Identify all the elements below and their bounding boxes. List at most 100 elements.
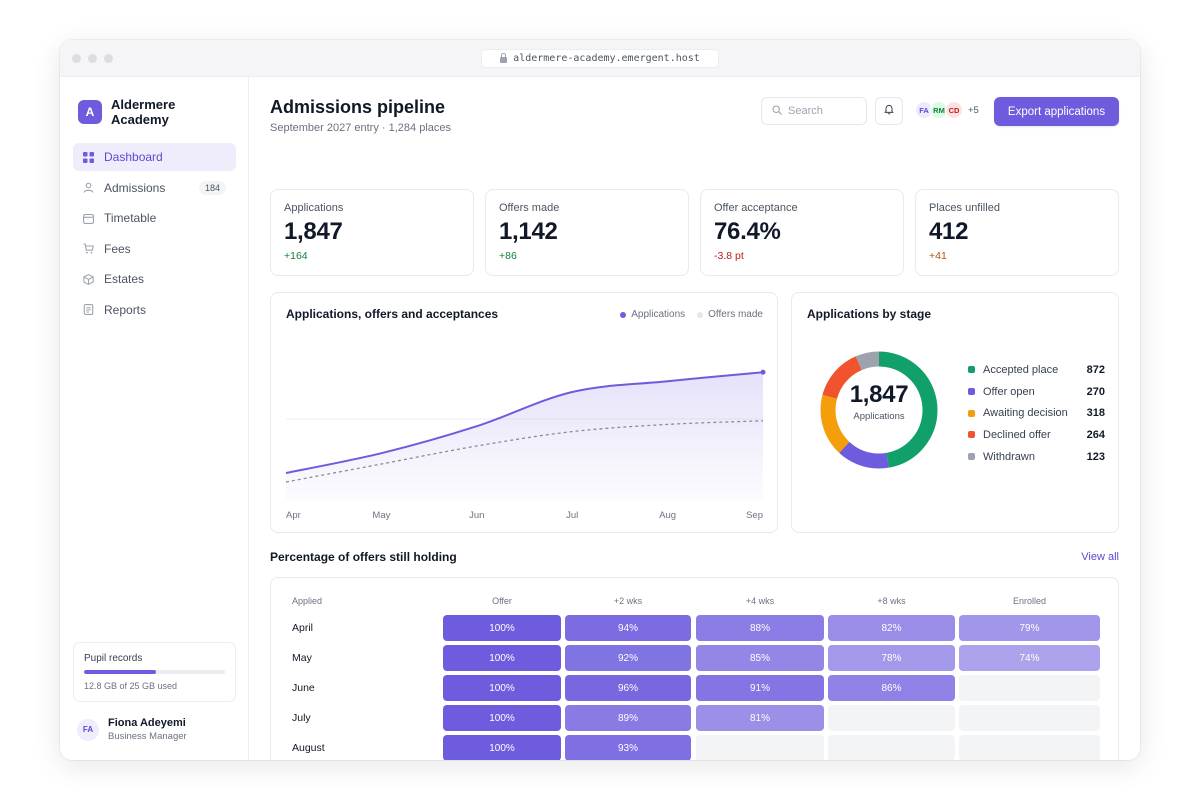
series-applications-line[interactable] (285, 371, 764, 474)
stage-row-withdrawn[interactable]: Withdrawn 123 (968, 446, 1105, 468)
cohort-cell (828, 705, 955, 731)
applications-line-chart: Apr May Jun Jul Aug Sep (285, 369, 766, 521)
cohort-cell[interactable]: 100% (443, 675, 561, 701)
cohort-cell[interactable]: 81% (696, 705, 824, 731)
cohort-column-header: Offer (492, 596, 512, 606)
cohort-cell[interactable]: 100% (443, 705, 561, 731)
grid-icon (83, 151, 94, 163)
series-offers-made-line[interactable] (285, 420, 764, 483)
stage-value: 872 (1086, 363, 1105, 376)
cohort-cell (959, 705, 1100, 731)
cohort-row-label: July (292, 712, 311, 724)
cohort-cell[interactable]: 89% (565, 705, 691, 731)
donut-slice-withdrawn[interactable] (820, 351, 938, 469)
legend-item-offers-made[interactable]: Offers made (697, 309, 763, 320)
cohort-cell[interactable]: 91% (696, 675, 824, 701)
cohort-cell (959, 735, 1100, 760)
cohort-cell[interactable]: 100% (443, 615, 561, 641)
brand-name: Aldermere Academy (111, 97, 176, 127)
avatar: RM (930, 101, 948, 119)
storage-usage-text: 12.8 GB of 25 GB used (84, 681, 178, 691)
sidebar-item-estates[interactable]: Estates (73, 265, 236, 293)
cohort-row-label: May (292, 652, 312, 664)
notifications-button[interactable] (875, 97, 903, 125)
current-user[interactable]: FA Fiona Adeyemi Business Manager (77, 717, 187, 742)
x-tick-label: May (372, 510, 390, 521)
cohort-cell[interactable]: 86% (828, 675, 955, 701)
cohort-cell[interactable]: 94% (565, 615, 691, 641)
cohort-cell[interactable]: 96% (565, 675, 691, 701)
legend-item-applications[interactable]: Applications (620, 309, 685, 320)
sidebar-item-fees[interactable]: Fees (73, 235, 236, 263)
sidebar-item-reports[interactable]: Reports (73, 296, 236, 324)
admissions-count-badge: 184 (198, 180, 226, 195)
kpi-delta: +164 (284, 250, 308, 262)
cohort-cell[interactable]: 79% (959, 615, 1100, 641)
cohort-cell[interactable]: 100% (443, 735, 561, 760)
kpi-card-offers-made: Offers made 1,142 +86 (485, 189, 689, 276)
donut-slice-awaiting-decision[interactable] (820, 351, 938, 469)
cohort-cell[interactable]: 92% (565, 645, 691, 671)
applications-chart-card: Applications, offers and acceptances App… (270, 292, 778, 533)
sidebar-item-timetable[interactable]: Timetable (73, 204, 236, 232)
page-subtitle: September 2027 entry · 1,284 places (270, 122, 452, 134)
kpi-value: 1,142 (499, 218, 558, 245)
stage-row-declined-offer[interactable]: Declined offer 264 (968, 424, 1105, 446)
cohort-cell[interactable]: 82% (828, 615, 955, 641)
sidebar-item-label: Fees (104, 241, 131, 256)
cohort-column-header: +8 wks (877, 596, 906, 606)
browser-titlebar: aldermere-academy.emergent.host (60, 40, 1140, 77)
team-avatars[interactable]: FA RM CD +5 (915, 101, 979, 119)
cohort-cell[interactable]: 78% (828, 645, 955, 671)
close-window-button[interactable] (72, 54, 81, 63)
x-tick-label: Jul (566, 510, 578, 521)
stage-value: 318 (1086, 407, 1105, 420)
chart-legend: Applications Offers made (620, 309, 763, 320)
stage-row-accepted-place[interactable]: Accepted place 872 (968, 359, 1105, 381)
sidebar-item-label: Admissions (104, 180, 166, 195)
chart-title: Applications, offers and acceptances (286, 307, 499, 321)
donut-center: 1,847 Applications (814, 381, 944, 422)
donut-center-label: Applications (853, 411, 905, 422)
stage-row-offer-open[interactable]: Offer open 270 (968, 381, 1105, 403)
cohort-cell[interactable]: 85% (696, 645, 824, 671)
stage-breakdown-card: Applications by stage 1,847 Applications… (791, 292, 1119, 533)
calendar-icon (83, 213, 94, 224)
sidebar-item-admissions[interactable]: Admissions 184 (73, 174, 236, 202)
series-applications-endpoint[interactable] (760, 369, 766, 375)
sidebar-item-label: Timetable (104, 211, 157, 225)
search-placeholder: Search (788, 105, 823, 117)
stage-label: Accepted place (983, 363, 1059, 376)
stage-swatch (968, 431, 975, 439)
export-applications-button[interactable]: Export applications (994, 97, 1119, 126)
sidebar-item-dashboard[interactable]: Dashboard (73, 143, 236, 171)
cohort-table: Applied Offer +2 wks +4 wks +8 wks Enrolled Ap… (270, 577, 1119, 760)
storage-card: Pupil records 12.8 GB of 25 GB used (73, 642, 236, 702)
stage-row-awaiting-decision[interactable]: Awaiting decision 318 (968, 402, 1105, 424)
brand-logo: A (78, 100, 102, 124)
search-icon (772, 104, 782, 118)
search-input[interactable]: Search (761, 97, 867, 125)
more-avatars-count: +5 (968, 104, 979, 116)
cohort-cell[interactable]: 100% (443, 645, 561, 671)
address-bar[interactable]: aldermere-academy.emergent.host (481, 49, 719, 68)
cohort-cell[interactable]: 74% (959, 645, 1100, 671)
view-all-link[interactable]: View all (1081, 551, 1119, 563)
cohort-cell[interactable]: 88% (696, 615, 824, 641)
stage-value: 123 (1086, 450, 1105, 463)
kpi-label: Applications (284, 202, 344, 214)
cohort-cell[interactable]: 93% (565, 735, 691, 760)
cart-icon (83, 243, 94, 254)
maximize-window-button[interactable] (104, 54, 113, 63)
brand[interactable]: A Aldermere Academy (78, 97, 191, 127)
kpi-label: Offers made (499, 202, 560, 214)
user-name: Fiona Adeyemi (108, 717, 186, 729)
kpi-delta: -3.8 pt (714, 250, 744, 262)
donut-slice-offer-open[interactable] (820, 351, 938, 469)
x-tick-label: Aug (659, 510, 676, 521)
sidebar-nav: Dashboard Admissions 184 Timetable Fees (73, 143, 236, 326)
main-content: Admissions pipeline September 2027 entry… (250, 77, 1140, 760)
minimize-window-button[interactable] (88, 54, 97, 63)
chart-title: Applications by stage (807, 307, 932, 321)
cohort-cell (696, 735, 824, 760)
